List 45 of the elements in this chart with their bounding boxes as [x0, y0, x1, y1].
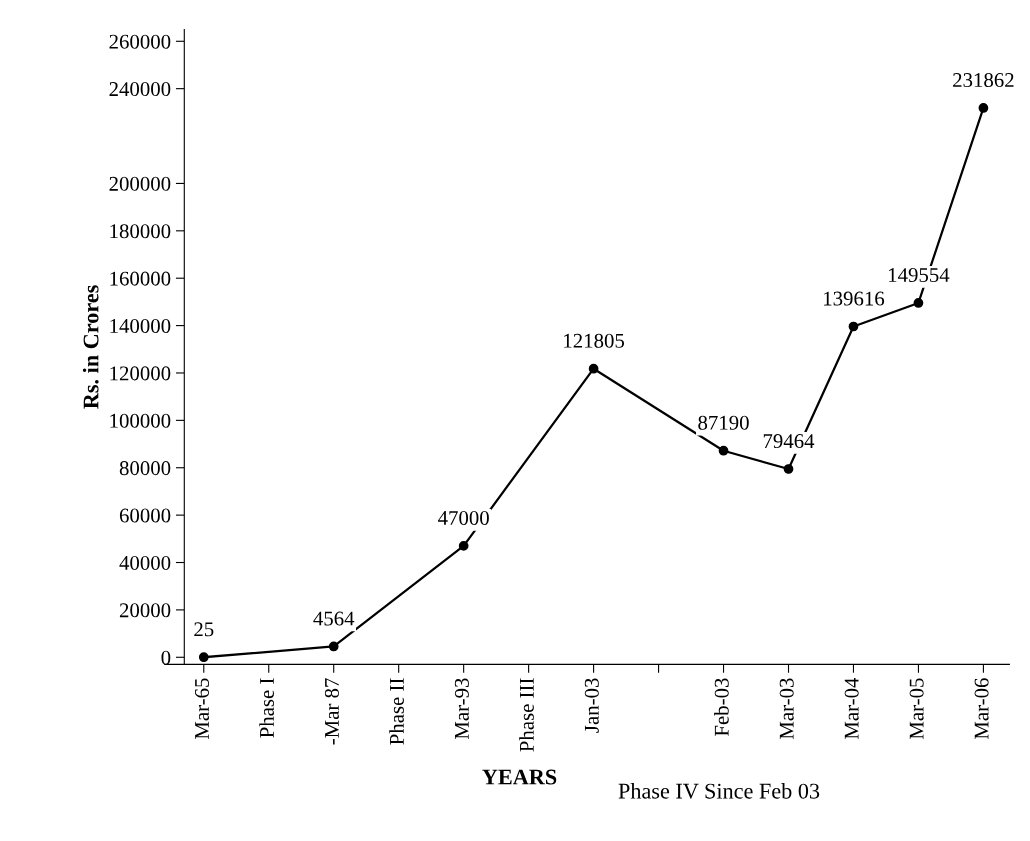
y-tick-label: 260000	[109, 34, 171, 49]
text: Phase IV Since Feb 03	[618, 783, 820, 799]
x-tick-label: Mar-05	[909, 678, 924, 740]
x-tick-label: Mar-93	[454, 678, 469, 740]
y-tick-label: 80000	[119, 461, 171, 476]
point	[198, 652, 209, 663]
point	[718, 445, 729, 456]
data-label: 79464	[763, 434, 815, 449]
y-tick-label: 60000	[119, 508, 171, 523]
point	[783, 464, 794, 474]
point	[913, 298, 924, 308]
y-tick-label: 160000	[110, 271, 171, 286]
x-tick-label: Jan-03	[584, 678, 599, 733]
x-axis-title: YEARS	[482, 769, 557, 785]
y-tick-label: 140000	[110, 318, 171, 334]
data-label: 87190	[698, 415, 749, 430]
x-tick-label: Phase I	[259, 678, 274, 738]
y-tick-label: 200000	[109, 176, 171, 191]
point	[588, 363, 599, 374]
y-tick-label: 20000	[119, 603, 171, 618]
x-tick-label: Mar-06	[974, 678, 989, 740]
point	[458, 541, 469, 551]
data-label: 25	[194, 622, 214, 637]
y-tick-label: 240000	[109, 82, 171, 97]
data-label: 149554	[889, 268, 950, 283]
y-tick-label: 120000	[110, 366, 171, 381]
x-tick-label: Mar-03	[779, 678, 794, 740]
data-label: 4564	[313, 611, 355, 626]
data-label: 121805	[564, 333, 625, 348]
x-tick-label: Phase III	[519, 678, 534, 752]
x-tick-label: -Mar 87	[324, 678, 339, 745]
point	[978, 103, 989, 113]
point	[848, 321, 859, 332]
x-tick-label: Feb-03	[714, 678, 729, 737]
x-tick-label: Phase II	[389, 678, 404, 745]
data-label: 139616	[824, 291, 885, 306]
y-tick-label: 100000	[110, 413, 171, 428]
point	[328, 641, 339, 652]
data-label: 231862	[953, 72, 1014, 88]
data-label: 47000	[438, 510, 489, 526]
y-tick-label: 180000	[110, 224, 171, 239]
x-tick-label: Mar-04	[844, 677, 859, 740]
y-axis-title: Rs. in Crores	[82, 285, 99, 409]
x-tick-label: Mar-65	[195, 678, 209, 740]
y-tick-label: 40000	[119, 555, 171, 570]
